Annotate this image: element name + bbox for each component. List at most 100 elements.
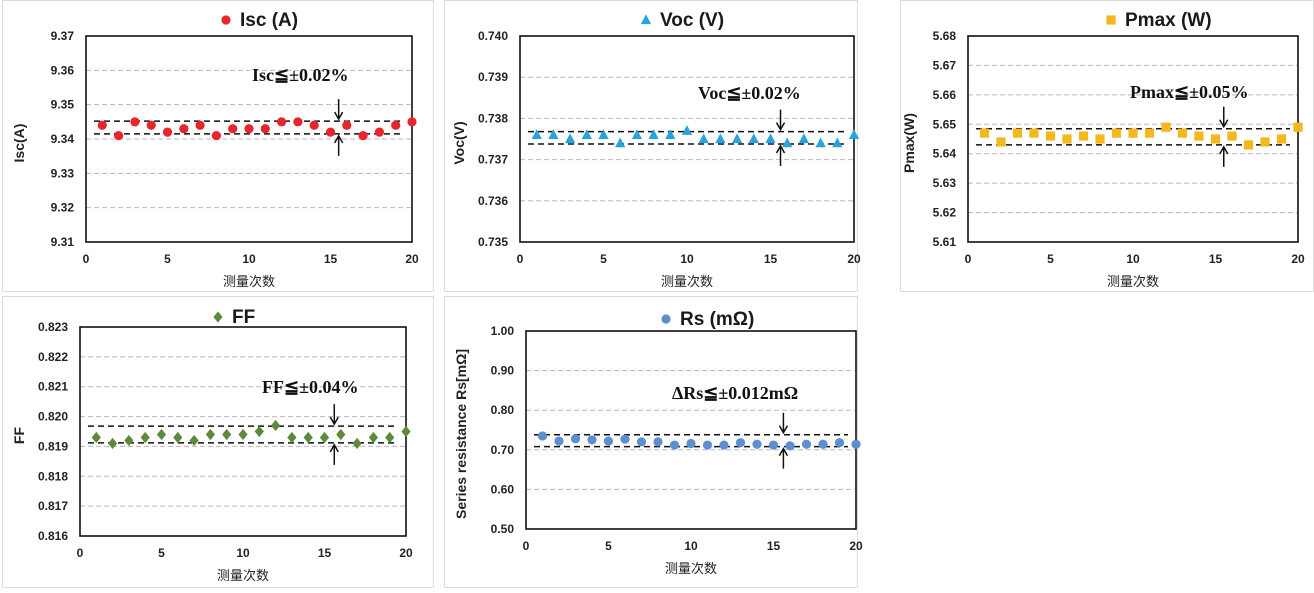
- y-tick-label: 0.823: [38, 320, 68, 334]
- y-tick-label: 1.00: [491, 324, 515, 338]
- data-point: [309, 120, 319, 130]
- data-point: [352, 437, 362, 450]
- y-tick-label: 0.90: [491, 364, 515, 378]
- arrow-down-head: [329, 416, 339, 426]
- y-tick-label: 9.31: [51, 235, 75, 249]
- x-tick-label: 10: [684, 539, 698, 553]
- chart-panel-5: Rs (mΩ) 0.50 0.60 0.70 0.80 0.90 1.00 0 5 10 15 20 测…: [444, 296, 863, 588]
- data-point: [1276, 134, 1287, 144]
- data-point: [818, 439, 828, 449]
- x-tick-label: 20: [405, 252, 419, 266]
- y-tick-label: 5.61: [933, 235, 957, 249]
- y-tick-label: 0.818: [38, 469, 68, 483]
- x-tick-label: 5: [164, 252, 171, 266]
- tolerance-annotation: ΔRs≦±0.012mΩ: [672, 383, 798, 403]
- arrow-down-head: [775, 122, 786, 132]
- data-point: [391, 120, 401, 130]
- data-point: [124, 434, 134, 447]
- y-tick-label: 0.737: [478, 153, 508, 167]
- data-point: [1293, 122, 1303, 132]
- data-point: [238, 428, 248, 441]
- y-tick-label: 9.33: [51, 166, 75, 180]
- legend-marker: [1106, 15, 1116, 25]
- data-point: [97, 120, 107, 130]
- x-tick-label: 15: [764, 252, 778, 266]
- data-point: [1111, 128, 1122, 138]
- data-point: [1260, 137, 1270, 147]
- y-tick-label: 0.817: [38, 499, 68, 513]
- y-axis-label: FF: [11, 427, 27, 445]
- data-point: [715, 133, 726, 144]
- legend-marker: [213, 311, 223, 323]
- data-point: [598, 129, 609, 139]
- y-axis-label: Pmax(W): [901, 113, 917, 173]
- y-tick-label: 9.34: [51, 132, 75, 146]
- data-point: [681, 125, 693, 135]
- y-tick-label: 0.740: [478, 29, 508, 43]
- data-point: [303, 431, 313, 444]
- data-point: [179, 124, 189, 134]
- x-tick-label: 15: [767, 539, 781, 553]
- data-point: [325, 127, 336, 137]
- x-axis-label: 测量次数: [223, 274, 275, 289]
- data-point: [570, 434, 581, 444]
- data-point: [548, 129, 559, 139]
- chart-panel-1: Isc (A) 9.31 9.32 9.33 9.34 9.35 9.36 9.37 0 5 10 1…: [2, 0, 434, 292]
- chart-panel-3: Pmax (W) 5.61 5.62 5.63 5.64 5.65 5.66 5.67 5.68…: [900, 0, 1314, 292]
- y-tick-label: 0.60: [491, 482, 515, 496]
- tolerance-annotation: FF≦±0.04%: [262, 377, 358, 397]
- x-tick-label: 15: [318, 546, 332, 560]
- data-point: [205, 428, 215, 441]
- y-tick-label: 9.36: [51, 63, 75, 77]
- arrow-up-head: [333, 134, 344, 144]
- chart-title: Pmax (W): [1125, 10, 1212, 31]
- data-point: [782, 137, 793, 148]
- data-point: [162, 127, 173, 137]
- data-point: [173, 431, 183, 444]
- data-point: [1227, 131, 1237, 141]
- y-tick-label: 5.64: [933, 147, 957, 161]
- chart-panel-frame: [444, 0, 858, 292]
- x-tick-label: 15: [324, 252, 338, 266]
- data-point: [581, 129, 592, 139]
- x-tick-label: 20: [399, 546, 413, 560]
- data-point: [1062, 134, 1072, 144]
- plot-area: [85, 35, 413, 243]
- x-tick-label: 20: [847, 252, 861, 266]
- data-point: [195, 120, 205, 130]
- data-point: [531, 129, 542, 139]
- data-point: [554, 436, 564, 446]
- data-point: [114, 130, 124, 141]
- x-tick-label: 5: [605, 539, 612, 553]
- data-point: [748, 133, 759, 144]
- tolerance-annotation: Pmax≦±0.05%: [1130, 82, 1248, 102]
- data-point: [615, 137, 626, 148]
- chart-title: Isc (A): [240, 10, 298, 31]
- y-tick-label: 0.821: [38, 380, 68, 394]
- x-tick-label: 5: [600, 252, 607, 266]
- y-tick-label: 5.63: [933, 176, 957, 190]
- data-point: [732, 133, 743, 144]
- data-point: [653, 437, 663, 447]
- data-point: [342, 120, 352, 130]
- arrow-down-head: [333, 111, 344, 121]
- data-point: [1095, 134, 1105, 144]
- y-tick-label: 0.819: [38, 439, 68, 453]
- data-point: [669, 440, 680, 450]
- data-point: [1144, 128, 1155, 138]
- data-point: [1177, 128, 1188, 138]
- y-tick-label: 0.739: [478, 70, 508, 84]
- data-point: [565, 133, 576, 144]
- data-point: [631, 129, 642, 139]
- data-point: [1194, 131, 1204, 141]
- data-point: [91, 431, 101, 444]
- y-tick-label: 5.68: [933, 29, 957, 43]
- y-tick-label: 9.35: [51, 98, 75, 112]
- x-tick-label: 20: [1291, 252, 1305, 266]
- x-tick-label: 5: [1047, 252, 1054, 266]
- data-point: [1078, 131, 1089, 141]
- y-tick-label: 0.80: [491, 403, 515, 417]
- data-point: [358, 130, 368, 141]
- chart-title: FF: [232, 307, 255, 328]
- data-point: [686, 438, 696, 449]
